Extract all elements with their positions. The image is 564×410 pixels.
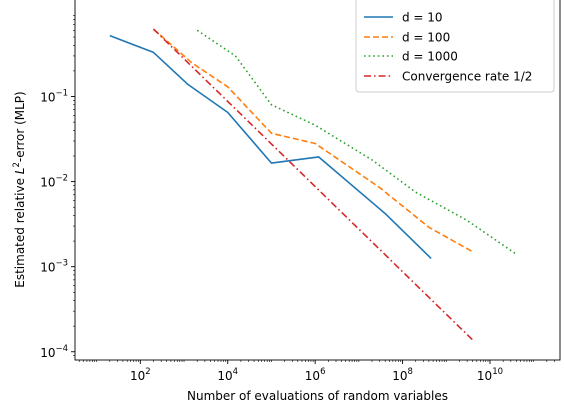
series-line-3 [152, 28, 474, 341]
legend-label-2: d = 1000 [402, 50, 458, 64]
legend-box [355, 0, 555, 93]
legend: d = 10 d = 100 d = 1000 Convergence rate 1/… [355, 0, 555, 93]
y-axis-label: Estimated relative L2-error (MLP) [12, 91, 27, 287]
y-tick-label: 10−4 [40, 344, 68, 360]
series-line-1 [152, 28, 473, 253]
y-tick-label: 10−2 [40, 174, 68, 190]
legend-label-1: d = 100 [402, 31, 450, 45]
plot-marks [109, 28, 517, 341]
series-line-0 [109, 34, 432, 259]
x-tick-label: 104 [217, 367, 238, 383]
axes: 102 104 106 108 1010 10−4 10−3 10−2 10−1 [40, 0, 561, 383]
x-tick-label: 1010 [477, 367, 503, 383]
y-tick-label: 10−3 [40, 259, 68, 275]
series-line-2 [196, 29, 517, 255]
x-tick-label: 106 [305, 367, 326, 383]
y-tick-label: 10−1 [40, 89, 68, 105]
x-tick-label: 102 [130, 367, 151, 383]
x-axis-label: Number of evaluations of random variable… [187, 389, 448, 403]
legend-label-3: Convergence rate 1/2 [402, 70, 532, 84]
legend-label-0: d = 10 [402, 11, 443, 25]
plot-frame [74, 0, 561, 361]
x-tick-label: 108 [392, 367, 413, 383]
